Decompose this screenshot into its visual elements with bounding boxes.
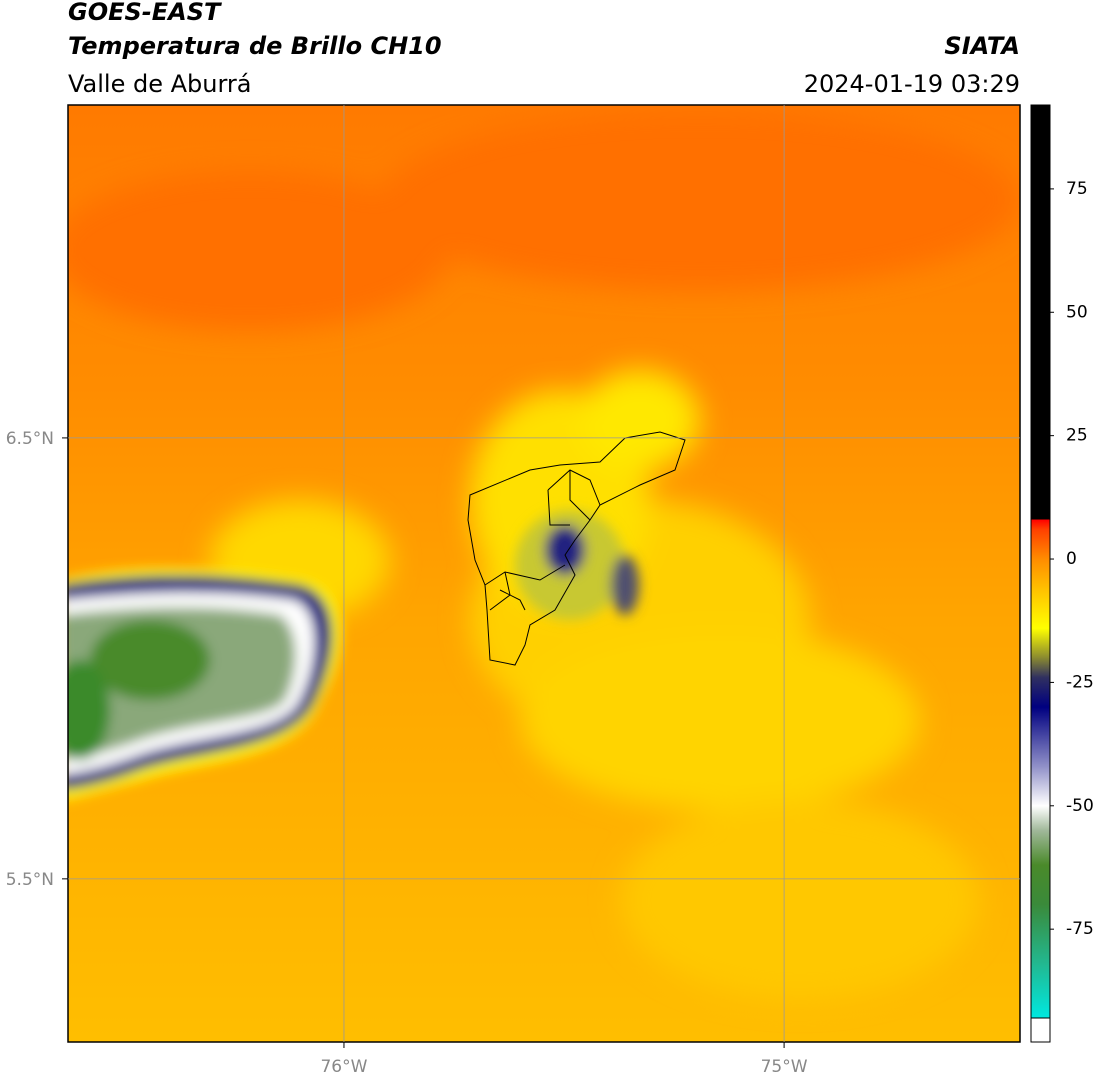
region: Valle de Aburrá [68,70,252,98]
subtitle: Temperatura de Brillo CH10 [68,32,442,60]
colorbar-tick-label: -50 [1066,796,1094,816]
timestamp: 2024-01-19 03:29 [804,70,1020,98]
colorbar-tick-label: 0 [1066,549,1077,569]
y-tick-label: 6.5°N [6,429,54,449]
colorbar-tick-label: 50 [1066,302,1088,322]
source: SIATA [944,32,1020,60]
colorbar-tick-label: -25 [1066,672,1094,692]
title: GOES-EAST [68,0,222,26]
map-frame [67,104,1021,1043]
y-tick-label: 5.5°N [6,870,54,890]
x-tick-label: 76°W [320,1057,367,1077]
colorbar-under [1030,1017,1051,1043]
colorbar-tick-label: -75 [1066,919,1094,939]
map-image [68,105,1020,1042]
colorbar [1030,104,1051,1019]
x-tick-label: 75°W [761,1057,808,1077]
colorbar-tick-label: 25 [1066,426,1088,446]
colorbar-tick-label: 75 [1066,179,1088,199]
